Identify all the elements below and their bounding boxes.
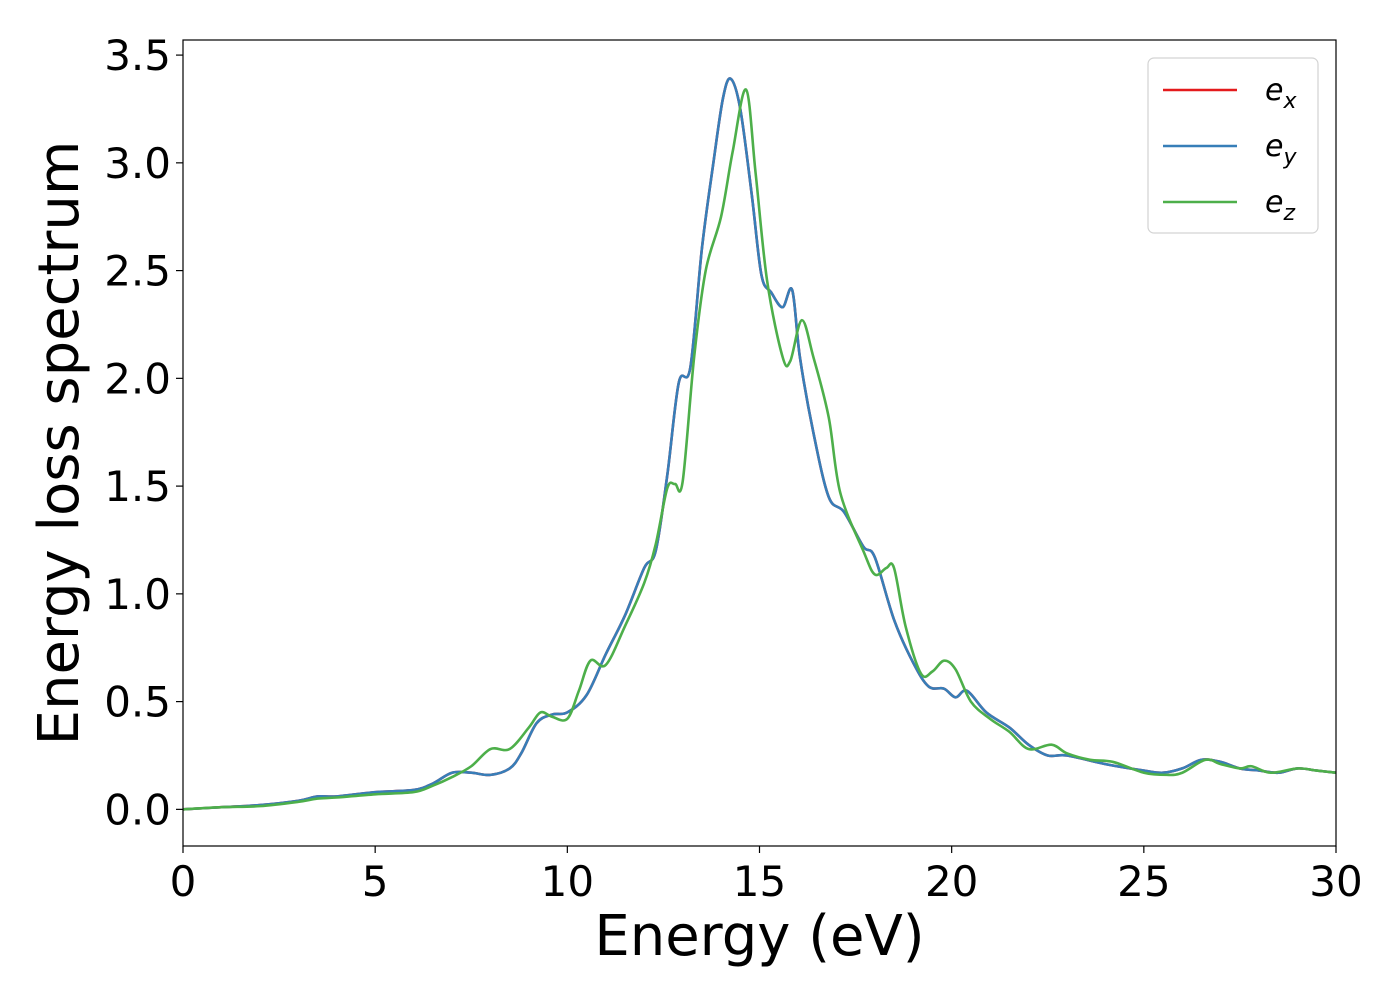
x-tick-label: 15 <box>733 857 786 906</box>
series-line-e-z <box>183 88 1336 811</box>
x-tick-label: 20 <box>925 857 978 906</box>
legend-label-subscript: z <box>1282 201 1295 226</box>
y-tick-label: 1.0 <box>104 570 171 619</box>
legend-label-e-z: ez <box>1265 185 1295 226</box>
legend-label-e-y: ey <box>1265 129 1297 170</box>
legend-label-subscript: y <box>1282 145 1297 170</box>
legend-label-subscript: x <box>1282 89 1297 114</box>
plot-area <box>183 40 1336 846</box>
legend-label-main: e <box>1265 129 1283 164</box>
x-tick-label: 10 <box>541 857 594 906</box>
y-axis: 0.0 0.5 1.0 1.5 2.0 2.5 3.0 3.5 <box>104 31 183 834</box>
y-axis-label: Energy loss spectrum <box>27 141 92 746</box>
series-line-e-y <box>183 77 1336 811</box>
x-tick-label: 5 <box>362 857 389 906</box>
y-tick-label: 0.0 <box>104 785 171 834</box>
y-tick-label: 3.5 <box>104 31 171 80</box>
legend-label-main: e <box>1265 73 1283 108</box>
y-tick-label: 3.0 <box>104 139 171 188</box>
x-axis: 0 5 10 15 20 25 30 <box>170 846 1363 906</box>
x-axis-label: Energy (eV) <box>594 904 924 969</box>
x-tick-label: 0 <box>170 857 197 906</box>
series-layer <box>183 77 1336 811</box>
y-tick-label: 2.5 <box>104 247 171 296</box>
x-tick-label: 30 <box>1309 857 1362 906</box>
x-tick-label: 25 <box>1117 857 1170 906</box>
legend-label-main: e <box>1265 185 1283 220</box>
y-tick-label: 1.5 <box>104 462 171 511</box>
legend-label-e-x: ex <box>1265 73 1297 114</box>
y-tick-label: 2.0 <box>104 354 171 403</box>
y-tick-label: 0.5 <box>104 678 171 727</box>
